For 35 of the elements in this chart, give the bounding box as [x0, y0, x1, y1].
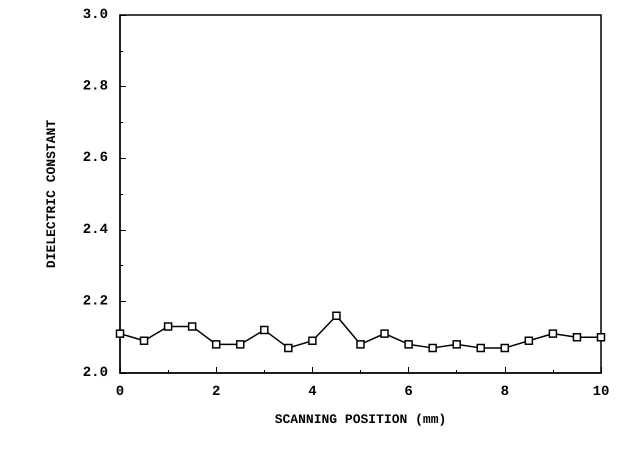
point: [428, 344, 437, 352]
point: [188, 322, 196, 331]
point: [140, 336, 148, 346]
point: [500, 344, 510, 352]
x-tick-label: 2: [212, 384, 220, 400]
point: [236, 340, 244, 349]
x-tick-label: 0: [116, 384, 124, 400]
point: [596, 332, 606, 342]
point: [548, 329, 558, 338]
point: [404, 340, 413, 349]
y-tick-label: 2.6: [82, 150, 108, 166]
point: [356, 340, 365, 349]
y-tick-label: 3.0: [82, 7, 108, 23]
y-tick-label: 2.0: [82, 365, 108, 381]
y-tick-label: 2.4: [82, 222, 108, 238]
point: [284, 344, 293, 352]
x-tick-label: 10: [592, 384, 610, 400]
point: [572, 332, 582, 342]
point: [524, 336, 534, 346]
x-tick-label: 6: [404, 384, 413, 400]
y-tick-label: 2.2: [82, 293, 108, 310]
point: [164, 322, 172, 331]
point: [452, 340, 461, 349]
point: [260, 326, 269, 334]
point: [212, 340, 220, 349]
point: [332, 311, 341, 320]
y-axis-title: DIELECTRIC CONSTANT: [44, 120, 59, 268]
x-tick-label: 8: [500, 384, 510, 400]
point: [116, 329, 124, 338]
x-axis-title: SCANNING POSITION (mm): [274, 412, 446, 427]
point: [380, 329, 389, 338]
y-tick-label: 2.8: [82, 78, 108, 95]
point: [308, 336, 317, 346]
point: [476, 344, 485, 352]
x-tick-label: 4: [308, 384, 317, 400]
